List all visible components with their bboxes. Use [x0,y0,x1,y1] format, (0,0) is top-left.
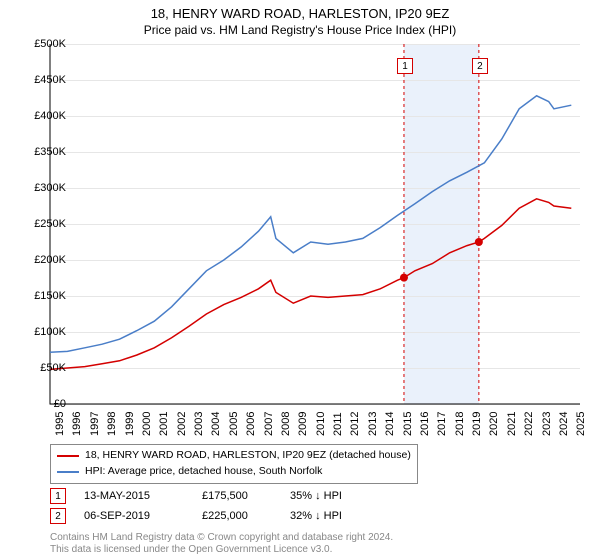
x-tick-label: 2013 [367,412,379,436]
legend-item: 18, HENRY WARD ROAD, HARLESTON, IP20 9EZ… [57,448,411,464]
sale-price: £225,000 [202,510,272,522]
sale-hpi-delta: 35% ↓ HPI [290,490,380,502]
y-tick-label: £400K [22,110,66,122]
chart-title: 18, HENRY WARD ROAD, HARLESTON, IP20 9EZ [0,0,600,21]
x-tick-label: 2011 [332,412,344,436]
series-hpi [50,96,571,352]
x-tick-label: 1996 [71,412,83,436]
plot-area [50,44,580,404]
sale-marker-label: 1 [397,58,413,74]
x-tick-label: 2023 [541,412,553,436]
y-tick-label: £250K [22,218,66,230]
x-tick-label: 2001 [158,412,170,436]
legend-label: HPI: Average price, detached house, Sout… [85,464,322,480]
x-tick-label: 1999 [124,412,136,436]
sale-marker-label: 2 [472,58,488,74]
y-tick-label: £150K [22,290,66,302]
x-tick-label: 2014 [384,412,396,436]
x-tick-label: 2025 [575,412,587,436]
legend-swatch [57,455,79,457]
x-tick-label: 2004 [210,412,222,436]
plot-svg [50,44,580,404]
footer-line: Contains HM Land Registry data © Crown c… [50,532,393,544]
legend-label: 18, HENRY WARD ROAD, HARLESTON, IP20 9EZ… [85,448,411,464]
x-tick-label: 2010 [315,412,327,436]
y-tick-label: £100K [22,326,66,338]
sale-row: 2 06-SEP-2019 £225,000 32% ↓ HPI [50,508,380,524]
x-tick-label: 2003 [193,412,205,436]
x-tick-label: 2020 [488,412,500,436]
y-tick-label: £0 [22,398,66,410]
x-tick-label: 2009 [297,412,309,436]
series-price_paid [50,199,571,370]
x-tick-label: 2012 [349,412,361,436]
y-tick-label: £500K [22,38,66,50]
x-tick-label: 2016 [419,412,431,436]
sales-table: 1 13-MAY-2015 £175,500 35% ↓ HPI 2 06-SE… [50,488,380,528]
x-tick-label: 2015 [402,412,414,436]
x-tick-label: 2017 [436,412,448,436]
chart-container: 18, HENRY WARD ROAD, HARLESTON, IP20 9EZ… [0,0,600,560]
legend: 18, HENRY WARD ROAD, HARLESTON, IP20 9EZ… [50,444,418,484]
y-tick-label: £450K [22,74,66,86]
x-tick-label: 2006 [245,412,257,436]
x-tick-label: 2022 [523,412,535,436]
y-tick-label: £350K [22,146,66,158]
sale-marker-icon: 1 [50,488,66,504]
x-tick-label: 1998 [106,412,118,436]
x-tick-label: 1997 [89,412,101,436]
sale-row: 1 13-MAY-2015 £175,500 35% ↓ HPI [50,488,380,504]
x-tick-label: 1995 [54,412,66,436]
x-tick-label: 2000 [141,412,153,436]
sale-date: 06-SEP-2019 [84,510,184,522]
y-tick-label: £200K [22,254,66,266]
x-tick-label: 2008 [280,412,292,436]
sale-marker-icon: 2 [50,508,66,524]
x-tick-label: 2024 [558,412,570,436]
legend-swatch [57,471,79,473]
y-tick-label: £300K [22,182,66,194]
x-tick-label: 2019 [471,412,483,436]
x-tick-label: 2005 [228,412,240,436]
y-tick-label: £50K [22,362,66,374]
x-tick-label: 2002 [176,412,188,436]
chart-subtitle: Price paid vs. HM Land Registry's House … [0,21,600,37]
x-tick-label: 2018 [454,412,466,436]
x-tick-label: 2021 [506,412,518,436]
sale-price: £175,500 [202,490,272,502]
footer-attribution: Contains HM Land Registry data © Crown c… [50,532,393,556]
legend-item: HPI: Average price, detached house, Sout… [57,464,411,480]
x-tick-label: 2007 [263,412,275,436]
footer-line: This data is licensed under the Open Gov… [50,544,393,556]
sale-hpi-delta: 32% ↓ HPI [290,510,380,522]
sale-date: 13-MAY-2015 [84,490,184,502]
